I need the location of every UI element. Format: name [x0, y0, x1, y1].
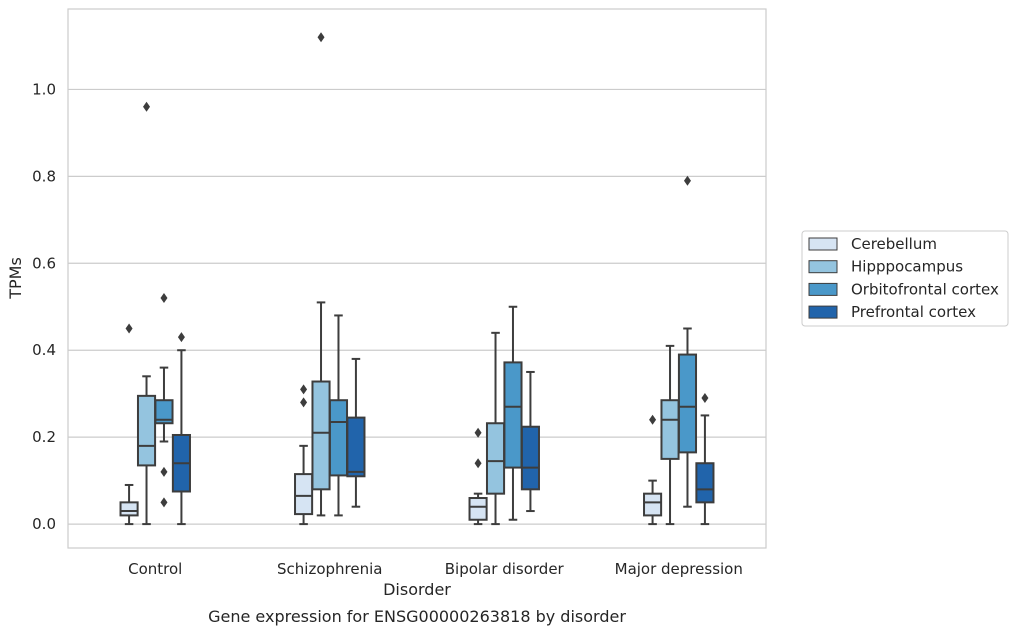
box-group	[677, 175, 698, 508]
outlier-point	[701, 393, 709, 404]
box-iqr	[520, 425, 540, 491]
box-group	[695, 393, 715, 526]
box-iqr	[643, 492, 663, 517]
outlier-point	[474, 427, 482, 438]
box-group	[294, 384, 314, 526]
box-group	[346, 357, 366, 508]
box-iqr	[695, 462, 715, 504]
box-group	[660, 344, 680, 526]
legend-swatch	[808, 237, 838, 251]
box-group	[485, 331, 506, 526]
y-tick-label: 0.8	[32, 167, 56, 185]
box-group	[643, 414, 663, 526]
x-tick-label: Bipolar disorder	[445, 560, 565, 578]
outlier-point	[649, 414, 657, 425]
box-group	[520, 370, 540, 513]
legend: Cerebellum Hipppocampus Orbitofrontal cort…	[801, 230, 1009, 327]
x-tick-labels: Control Schizophrenia Bipolar disorder Majo…	[128, 560, 743, 578]
y-tick-label: 0.0	[32, 515, 56, 533]
box-group	[328, 314, 349, 517]
legend-label: Orbitofrontal cortex	[851, 280, 999, 298]
box-iqr	[468, 497, 488, 521]
box-iqr	[328, 399, 349, 477]
box-iqr	[119, 501, 139, 517]
box-group	[503, 305, 523, 521]
y-axis-title: TPMs	[6, 257, 25, 300]
y-tick-label: 0.6	[32, 254, 56, 272]
y-tick-label: 0.4	[32, 341, 56, 359]
box-group	[119, 323, 139, 526]
box-iqr	[346, 416, 366, 478]
legend-label: Prefrontal cortex	[851, 303, 976, 321]
y-tick-labels: 0.0 0.2 0.4 0.6 0.8 1.0	[32, 80, 56, 533]
box-group	[311, 32, 331, 517]
outlier-point	[160, 293, 168, 304]
outlier-point	[474, 458, 482, 469]
x-axis-title: Disorder	[383, 580, 451, 599]
outlier-point	[143, 101, 151, 112]
outlier-point	[160, 466, 168, 477]
box-iqr	[154, 399, 174, 425]
y-tick-label: 1.0	[32, 80, 56, 98]
plot-frame	[67, 8, 767, 549]
box-iqr	[485, 422, 506, 495]
chart-title: Gene expression for ENSG00000263818 by d…	[208, 607, 626, 626]
legend-swatch	[808, 305, 838, 319]
legend-label: Hipppocampus	[851, 258, 963, 276]
box-iqr	[677, 353, 698, 454]
box-iqr	[311, 380, 331, 491]
legend-swatch	[808, 260, 838, 274]
outlier-point	[125, 323, 133, 334]
y-tick-label: 0.2	[32, 428, 56, 446]
outlier-point	[177, 332, 185, 343]
x-tick-label: Schizophrenia	[277, 560, 382, 578]
box-group	[468, 427, 488, 526]
legend-frame	[801, 230, 1009, 327]
outlier-point	[300, 384, 308, 395]
box-group	[171, 332, 191, 526]
outlier-point	[683, 175, 691, 186]
outlier-point	[300, 397, 308, 408]
box-iqr	[294, 473, 314, 516]
legend-swatch	[808, 282, 838, 296]
legend-label: Cerebellum	[851, 235, 937, 253]
box-group	[154, 293, 174, 508]
box-group	[136, 101, 157, 526]
x-tick-label: Major depression	[615, 560, 743, 578]
outlier-point	[317, 32, 325, 43]
outlier-point	[160, 497, 168, 508]
box-iqr	[503, 361, 523, 469]
box-iqr	[136, 394, 157, 467]
box-plot-marks	[119, 32, 715, 526]
x-tick-label: Control	[128, 560, 182, 578]
box-iqr	[660, 399, 680, 460]
